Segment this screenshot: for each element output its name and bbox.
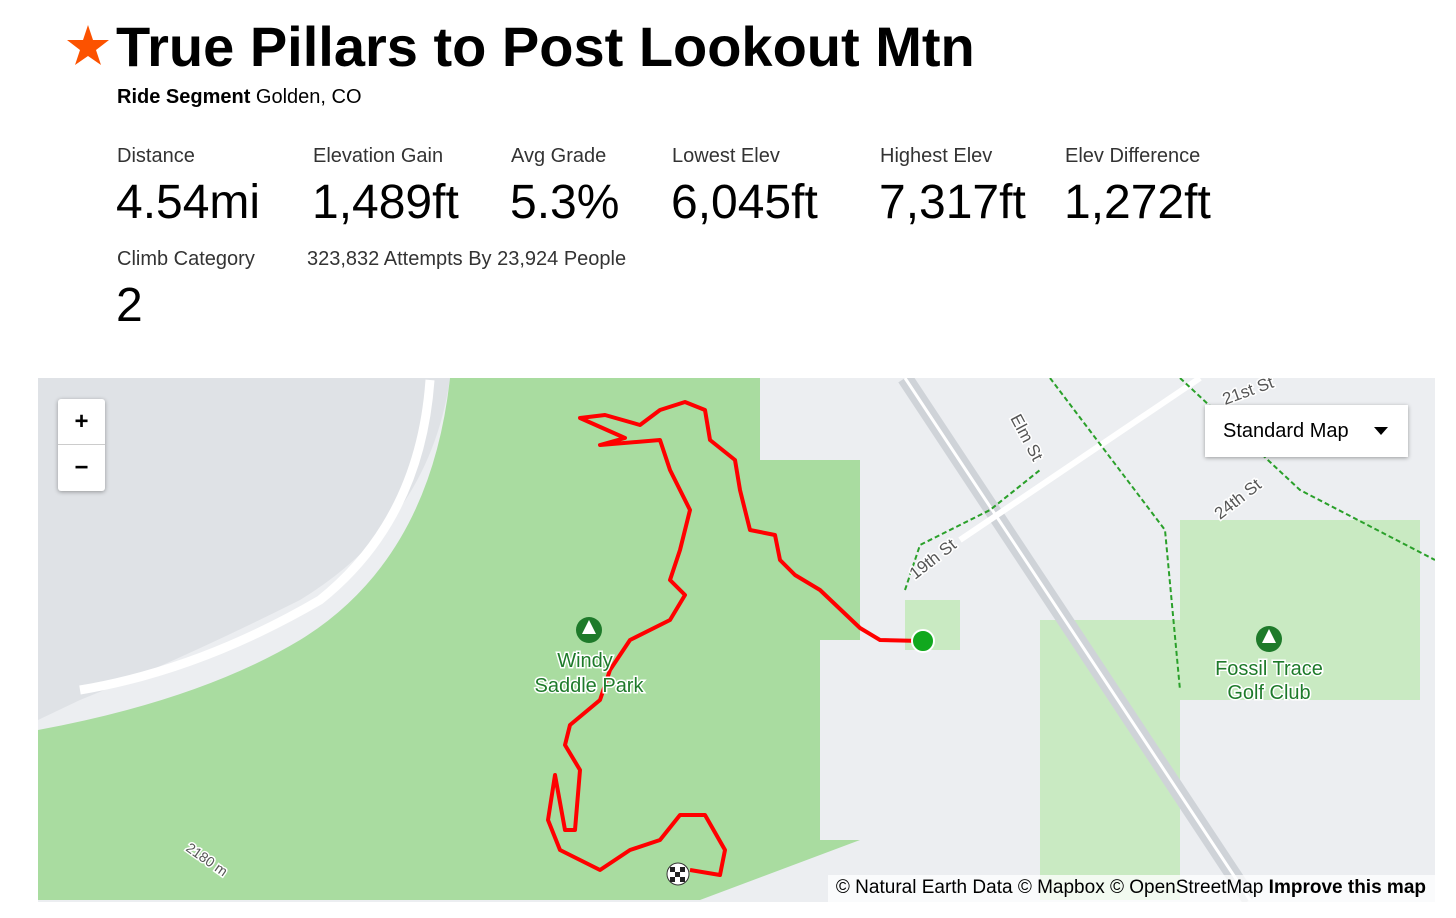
stat-value: 1,272ft xyxy=(1064,176,1211,229)
stat-value: 1,489ft xyxy=(312,176,459,229)
stat-label: Lowest Elev xyxy=(672,145,780,167)
zoom-control: + − xyxy=(58,399,105,491)
map-label: Windy xyxy=(557,650,613,672)
stat-value: 4.54mi xyxy=(116,176,261,229)
star-icon[interactable] xyxy=(66,24,110,66)
location: Golden, CO xyxy=(255,86,362,108)
segment-type: Ride Segment xyxy=(117,86,251,108)
attribution-text: © Natural Earth Data © Mapbox © OpenStre… xyxy=(835,877,1264,898)
stat-value: 7,317ft xyxy=(879,176,1026,229)
title: True Pillars to Post Lookout Mtn xyxy=(116,15,975,78)
climb-label: Climb Category xyxy=(117,248,255,270)
map-label: Fossil Trace xyxy=(1215,658,1323,680)
map-canvas: Windy Saddle Park Fossil Trace Golf Club… xyxy=(38,378,1435,902)
stat-label: Highest Elev xyxy=(880,145,993,167)
map-layer-button[interactable]: Standard Map xyxy=(1205,405,1408,457)
stat-label: Elev Difference xyxy=(1065,145,1201,167)
map-label: Saddle Park xyxy=(535,675,645,697)
attempts: 323,832 Attempts By 23,924 People xyxy=(307,248,627,270)
zoom-in[interactable]: + xyxy=(58,399,105,445)
subtitle: Ride Segment Golden, CO xyxy=(117,86,362,109)
zoom-out[interactable]: − xyxy=(74,454,89,481)
map-layer-label: Standard Map xyxy=(1223,420,1349,442)
map-label: Golf Club xyxy=(1227,682,1310,704)
attribution: © Natural Earth Data © Mapbox © OpenStre… xyxy=(827,875,1435,902)
stat-label: Distance xyxy=(117,145,195,167)
stat-value: 6,045ft xyxy=(671,176,818,229)
stat-label: Elevation Gain xyxy=(313,145,444,167)
improve-link[interactable]: Improve this map xyxy=(1268,877,1426,898)
map[interactable]: Windy Saddle Park Fossil Trace Golf Club… xyxy=(38,378,1435,902)
climb-value: 2 xyxy=(116,279,143,332)
dropdown-caret xyxy=(1374,427,1388,435)
stat-value: 5.3% xyxy=(510,176,620,229)
stat-label: Avg Grade xyxy=(511,145,607,167)
